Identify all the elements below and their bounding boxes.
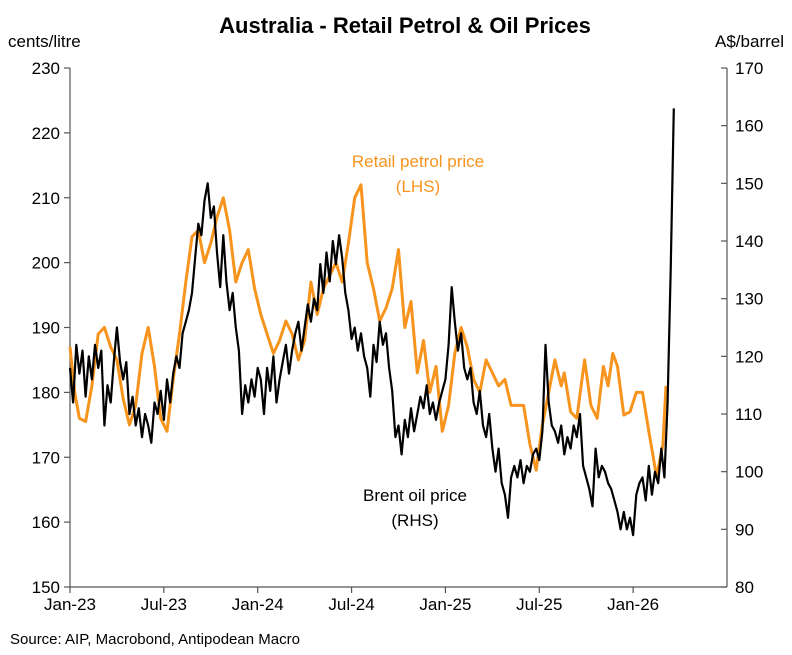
x-tick-label: Jan-26 [607,595,659,614]
right-axis-label: A$/barrel [715,32,784,51]
brent-series-label: Brent oil price [363,486,467,505]
x-tick-label: Jul-25 [516,595,562,614]
right-y-tick-label: 90 [735,520,754,539]
right-y-tick-label: 100 [735,463,763,482]
left-y-tick-label: 190 [32,319,60,338]
source-note: Source: AIP, Macrobond, Antipodean Macro [10,631,300,648]
brent-series-axis-note: (RHS) [391,511,438,530]
right-y-tick-label: 140 [735,232,763,251]
left-y-tick-label: 150 [32,578,60,597]
right-y-tick-label: 130 [735,290,763,309]
x-tick-label: Jan-23 [44,595,96,614]
petrol-series-axis-note: (LHS) [396,177,440,196]
left-y-tick-label: 160 [32,513,60,532]
chart-title: Australia - Retail Petrol & Oil Prices [219,13,591,38]
left-y-tick-label: 210 [32,189,60,208]
petrol-series-label: Retail petrol price [352,152,484,171]
right-y-tick-label: 80 [735,578,754,597]
right-y-tick-label: 160 [735,117,763,136]
x-tick-label: Jul-23 [141,595,187,614]
left-y-tick-label: 170 [32,448,60,467]
left-y-tick-label: 180 [32,383,60,402]
x-tick-label: Jul-24 [328,595,374,614]
right-y-tick-label: 170 [735,59,763,78]
x-tick-label: Jan-24 [232,595,284,614]
left-y-tick-label: 220 [32,124,60,143]
right-y-tick-label: 120 [735,347,763,366]
left-y-tick-label: 200 [32,254,60,273]
right-y-tick-label: 150 [735,174,763,193]
right-y-tick-label: 110 [735,405,762,424]
left-axis-label: cents/litre [8,32,81,51]
x-tick-label: Jan-25 [419,595,471,614]
left-y-tick-label: 230 [32,59,60,78]
petrol-price-line [68,183,668,479]
brent-price-line [68,108,675,537]
